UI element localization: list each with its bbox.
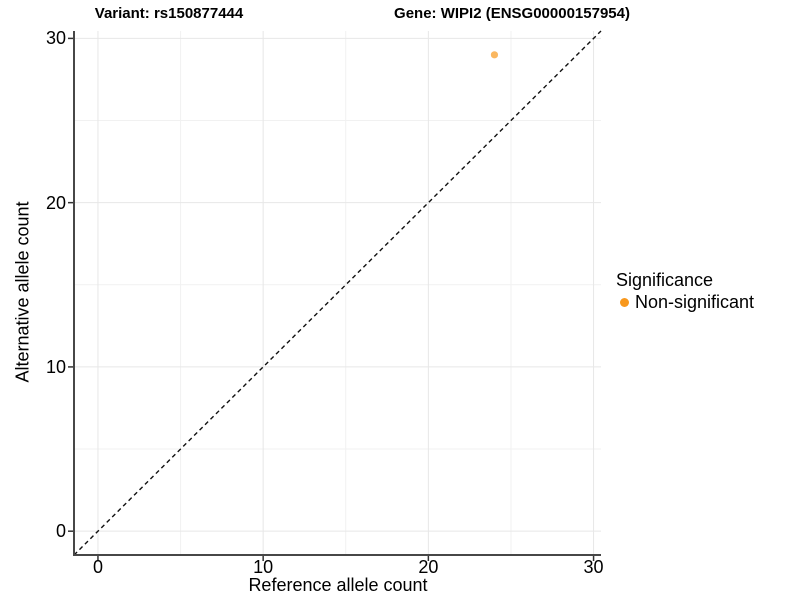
data-point — [490, 51, 499, 59]
x-tick-label: 20 — [418, 557, 439, 577]
plot-title-gene: Gene: WIPI2 (ENSG00000157954) — [394, 5, 630, 22]
legend: Significance Non-significant — [616, 270, 754, 313]
plot-title-variant: Variant: rs150877444 — [94, 5, 244, 22]
y-tick-label: 30 — [45, 28, 66, 49]
y-axis-title: Alternative allele count — [12, 201, 33, 383]
legend-title: Significance — [616, 270, 714, 290]
legend-item: Non-significant — [616, 292, 754, 313]
x-tick-label: 10 — [253, 557, 274, 577]
y-tick-label: 20 — [45, 192, 66, 213]
identity-dashed-line — [73, 30, 602, 556]
y-tick-label: 0 — [55, 521, 66, 542]
y-tick-label: 10 — [45, 356, 66, 377]
legend-items: Non-significant — [616, 292, 754, 313]
x-tick-label: 30 — [583, 557, 604, 577]
x-axis-title: Reference allele count — [248, 575, 428, 595]
legend-point-icon — [620, 298, 629, 307]
x-tick-label: 0 — [92, 557, 103, 577]
legend-item-label: Non-significant — [635, 292, 755, 312]
